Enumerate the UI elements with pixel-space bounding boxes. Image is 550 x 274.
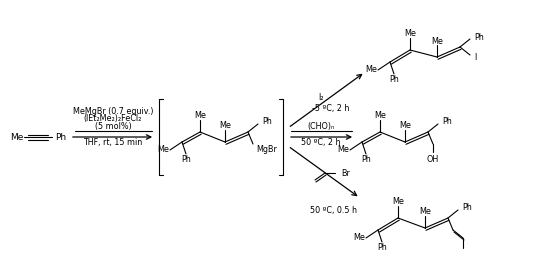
Text: -5 ºC, 2 h: -5 ºC, 2 h xyxy=(312,104,349,113)
Text: 50 ºC, 0.5 h: 50 ºC, 0.5 h xyxy=(310,206,357,215)
Text: Me: Me xyxy=(404,30,416,39)
Text: Br: Br xyxy=(341,169,350,178)
Text: MgBr: MgBr xyxy=(256,145,277,155)
Text: Ph: Ph xyxy=(361,156,371,164)
Text: Me: Me xyxy=(337,145,349,155)
Text: Me: Me xyxy=(431,36,443,45)
Text: 50 ºC, 2 h: 50 ºC, 2 h xyxy=(301,138,341,147)
Text: (CHO)ₙ: (CHO)ₙ xyxy=(307,122,334,132)
Text: Ph: Ph xyxy=(55,133,66,141)
Text: Me: Me xyxy=(353,233,365,242)
Text: Me: Me xyxy=(374,110,386,119)
Text: Ph: Ph xyxy=(474,33,484,41)
Text: Me: Me xyxy=(392,198,404,207)
Text: THF, rt, 15 min: THF, rt, 15 min xyxy=(84,138,142,147)
Text: Ph: Ph xyxy=(389,76,399,84)
Text: Me: Me xyxy=(365,65,377,75)
Text: MeMgBr (0.7 equiv.): MeMgBr (0.7 equiv.) xyxy=(73,107,153,116)
Text: I: I xyxy=(474,53,476,61)
Text: (IEt₂Me₂)₂FeCl₂: (IEt₂Me₂)₂FeCl₂ xyxy=(84,115,142,124)
Text: Me: Me xyxy=(419,207,431,216)
Text: Me: Me xyxy=(157,145,169,155)
Text: Ph: Ph xyxy=(262,118,272,127)
Text: I₂: I₂ xyxy=(318,93,323,102)
Text: Ph: Ph xyxy=(181,156,191,164)
Text: OH: OH xyxy=(427,155,439,164)
Text: Me: Me xyxy=(10,133,23,141)
Text: Ph: Ph xyxy=(442,118,452,127)
Text: Me: Me xyxy=(219,121,231,130)
Text: Ph: Ph xyxy=(377,244,387,253)
Text: Me: Me xyxy=(399,121,411,130)
Text: Ph: Ph xyxy=(462,204,472,213)
Text: (5 mol%): (5 mol%) xyxy=(95,122,131,132)
Text: Me: Me xyxy=(194,110,206,119)
